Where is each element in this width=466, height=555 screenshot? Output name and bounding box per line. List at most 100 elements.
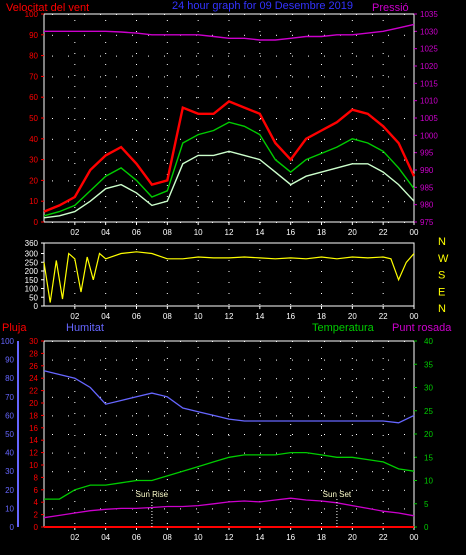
direction-grid-dot	[259, 249, 261, 250]
wind-grid-dot	[196, 159, 197, 161]
climate-grid-dot	[228, 347, 230, 348]
climate-grid-dot	[68, 452, 69, 454]
wind-grid-dot	[116, 34, 117, 36]
climate-grid-dot	[290, 446, 292, 447]
climate-grid-dot	[105, 347, 107, 348]
wind-grid-dot	[324, 201, 325, 203]
climate-grid-dot	[148, 359, 149, 361]
wind-grid-dot	[382, 141, 384, 142]
wind-grid-dot	[197, 86, 199, 87]
direction-grid-dot	[259, 271, 261, 272]
humidity-y-tick-label: 60	[5, 411, 14, 420]
climate-grid-dot	[68, 378, 69, 380]
wind-grid-dot	[290, 42, 292, 43]
wind-grid-dot	[324, 14, 325, 15]
climate-grid-dot	[292, 341, 293, 342]
wind-grid-dot	[413, 130, 415, 131]
climate-grid-dot	[197, 523, 199, 524]
wind-grid-dot	[68, 34, 69, 36]
climate-grid-dot	[413, 413, 415, 414]
wind-grid-dot	[74, 207, 76, 208]
climate-grid-dot	[382, 446, 384, 447]
compass-label: N	[438, 303, 446, 315]
wind-grid-dot	[228, 138, 229, 140]
wind-grid-dot	[388, 76, 389, 78]
wind-x-tick-label: 00	[410, 228, 419, 237]
climate-grid-dot	[116, 341, 117, 342]
climate-grid-dot	[197, 424, 199, 425]
climate-x-tick-label: 10	[194, 533, 203, 542]
climate-grid-dot	[52, 452, 53, 454]
wind-grid-dot	[372, 97, 373, 99]
direction-grid-dot	[321, 260, 322, 261]
climate-grid-dot	[228, 359, 229, 361]
wind-grid-dot	[404, 97, 405, 99]
direction-grid-dot	[136, 293, 137, 294]
wind-grid-dot	[260, 76, 261, 78]
climate-grid-dot	[259, 446, 261, 447]
climate-grid-dot	[276, 434, 277, 435]
wind-grid-dot	[166, 141, 168, 142]
wind-grid-dot	[321, 185, 322, 186]
direction-grid-dot	[74, 249, 76, 250]
wind-grid-dot	[308, 159, 309, 161]
wind-grid-dot	[382, 196, 384, 197]
wind-grid-dot	[276, 222, 277, 223]
wind-grid-dot	[351, 31, 353, 32]
wind-grid-dot	[212, 138, 213, 140]
wind-grid-dot	[180, 55, 181, 57]
climate-grid-dot	[228, 471, 229, 473]
climate-grid-dot	[228, 341, 229, 342]
climate-grid-dot	[259, 347, 261, 348]
wind-grid-dot	[413, 31, 415, 32]
climate-grid-dot	[290, 347, 292, 348]
wind-grid-dot	[324, 34, 325, 36]
wind-grid-dot	[148, 201, 149, 203]
wind-grid-dot	[100, 14, 101, 15]
pressure-y-tick-label: 1005	[420, 114, 438, 123]
wind-grid-dot	[148, 97, 149, 99]
wind-grid-dot	[388, 138, 389, 140]
climate-grid-dot	[290, 402, 292, 403]
climate-grid-dot	[292, 378, 293, 380]
rain-y-tick-label: 2	[34, 511, 39, 520]
wind-grid-dot	[100, 97, 101, 99]
wind-grid-dot	[228, 76, 229, 78]
climate-grid-dot	[166, 501, 168, 502]
wind-grid-dot	[244, 55, 245, 57]
climate-grid-dot	[74, 402, 76, 403]
wind-grid-dot	[132, 97, 133, 99]
climate-grid-dot	[100, 359, 101, 361]
wind-grid-dot	[74, 141, 76, 142]
climate-grid-dot	[413, 490, 415, 491]
wind-grid-dot	[68, 222, 69, 223]
direction-grid-dot	[136, 282, 137, 283]
climate-grid-dot	[324, 396, 325, 398]
wind-grid-dot	[356, 201, 357, 203]
climate-grid-dot	[196, 508, 197, 510]
climate-grid-dot	[196, 489, 197, 491]
wind-grid-dot	[324, 55, 325, 57]
climate-grid-dot	[351, 479, 353, 480]
climate-grid-dot	[351, 490, 353, 491]
climate-grid-dot	[52, 471, 53, 473]
climate-grid-dot	[290, 358, 292, 359]
wind-grid-dot	[244, 14, 245, 15]
direction-grid-dot	[74, 271, 76, 272]
climate-grid-dot	[136, 347, 137, 348]
wind-grid-dot	[260, 55, 261, 57]
wind-grid-dot	[228, 108, 230, 109]
climate-grid-dot	[259, 402, 261, 403]
direction-panel-frame	[43, 242, 415, 307]
wind-grid-dot	[74, 86, 76, 87]
wind-grid-dot	[132, 34, 133, 36]
wind-grid-dot	[292, 14, 293, 15]
climate-grid-dot	[212, 508, 213, 510]
climate-grid-dot	[260, 396, 261, 398]
climate-grid-dot	[244, 452, 245, 454]
wind-grid-dot	[382, 163, 384, 164]
climate-grid-dot	[196, 341, 197, 342]
climate-grid-dot	[413, 369, 415, 370]
wind-grid-dot	[136, 20, 137, 21]
climate-grid-dot	[290, 369, 292, 370]
